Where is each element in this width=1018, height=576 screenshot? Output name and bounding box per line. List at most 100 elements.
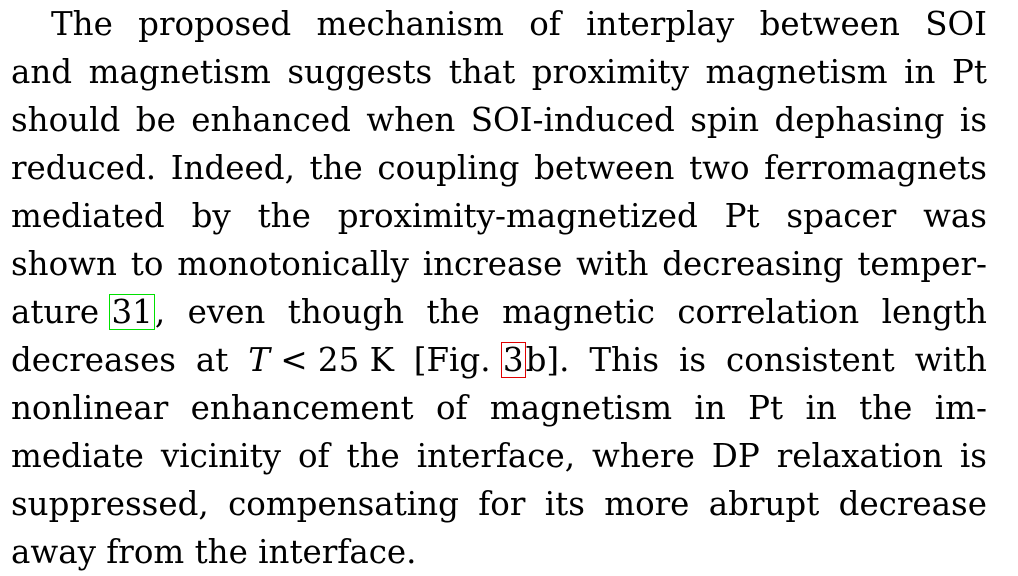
text-line-11: suppressed, compensating for its more ab… [11, 480, 987, 528]
word: of [529, 5, 561, 43]
word: interface, [416, 437, 576, 475]
word: from [106, 533, 185, 571]
text-line-12: away from the interface. [11, 528, 987, 576]
word: where [592, 437, 695, 475]
math-variable: T [248, 341, 270, 379]
word: between [534, 149, 675, 187]
word: away [11, 533, 96, 571]
word: the [257, 197, 311, 235]
word: in [904, 53, 936, 91]
word: decreasing [662, 245, 844, 283]
word: by [191, 197, 231, 235]
body-paragraph: The proposed mechanism of interplay betw… [11, 0, 987, 576]
word: is [678, 341, 707, 379]
word: monotonically [177, 245, 409, 283]
word: The [51, 5, 113, 43]
text-line-6: shown to monotonically increase with dec… [11, 240, 987, 288]
word: of [435, 389, 468, 427]
word: decreases [11, 341, 176, 379]
word: more [604, 485, 690, 523]
math-expression: T < 25 K [248, 336, 394, 384]
word: the [194, 533, 248, 571]
text-line-8: decreases at T < 25 K [Fig. 3b]. This is… [11, 336, 987, 384]
word: increase [422, 245, 563, 283]
word: enhancement [190, 389, 414, 427]
word: Pt [952, 53, 987, 91]
word: magnetism [88, 53, 271, 91]
word: im- [934, 389, 987, 427]
text-line-1: The proposed mechanism of interplay betw… [11, 0, 987, 48]
word: its [544, 485, 585, 523]
word: dephasing [774, 101, 945, 139]
word: abrupt [708, 485, 820, 523]
word: proposed [138, 5, 292, 43]
word: between [759, 5, 900, 43]
word: should [11, 101, 121, 139]
text-line-7: ature 31, even though the magnetic corre… [11, 288, 987, 336]
text-line-3: should be enhanced when SOI-induced spin… [11, 96, 987, 144]
word: compensating [228, 485, 459, 523]
word: in [805, 389, 837, 427]
text-line-4: reduced. Indeed, the coupling between tw… [11, 144, 987, 192]
word: enhanced [191, 101, 351, 139]
word: the [309, 149, 363, 187]
word: the [859, 389, 913, 427]
word: correlation [677, 293, 860, 331]
punctuation: , [154, 293, 166, 331]
word: be [135, 101, 176, 139]
text-line-9: nonlinear enhancement of magnetism in Pt… [11, 384, 987, 432]
word: spin [690, 101, 760, 139]
word: SOI [925, 5, 987, 43]
word: decrease [838, 485, 987, 523]
word: Pt [748, 389, 784, 427]
word: DP [711, 437, 760, 475]
word: and [11, 53, 73, 91]
word: length [881, 293, 987, 331]
text-line-2: and magnetism suggests that proximity ma… [11, 48, 987, 96]
word: two [689, 149, 750, 187]
word: that [448, 53, 516, 91]
math-rest: < 25 K [280, 341, 394, 379]
word: at [195, 341, 229, 379]
word: nonlinear [11, 389, 169, 427]
word: temper- [857, 245, 987, 283]
word: proximity [531, 53, 689, 91]
word: Pt [724, 197, 760, 235]
word: magnetism [705, 53, 888, 91]
word: when [366, 101, 456, 139]
figure-ref-link[interactable]: 3 [500, 341, 526, 379]
word: for [478, 485, 526, 523]
word: with [914, 341, 987, 379]
word: even [187, 293, 266, 331]
word: relaxation [776, 437, 943, 475]
figure-reference: [Fig. 3b]. [414, 336, 570, 384]
word: is [959, 437, 987, 475]
word: mediate [11, 437, 144, 475]
word: shown [11, 245, 117, 283]
word: ferromagnets [764, 149, 987, 187]
word: though [287, 293, 405, 331]
word: suppressed, [11, 485, 209, 523]
text-line-10: mediate vicinity of the interface, where… [11, 432, 987, 480]
word: with [576, 245, 649, 283]
word: ature [11, 293, 100, 331]
word: Indeed, [170, 149, 295, 187]
word: the [346, 437, 400, 475]
word: suggests [287, 53, 433, 91]
word: This [589, 341, 660, 379]
word: coupling [377, 149, 520, 187]
word: vicinity [160, 437, 281, 475]
citation-link[interactable]: 31 [109, 293, 155, 331]
word: is [959, 101, 987, 139]
word: interface. [258, 533, 417, 571]
word: spacer [786, 197, 897, 235]
text-line-5: mediated by the proximity-magnetized Pt … [11, 192, 987, 240]
word: mechanism [316, 5, 504, 43]
word: proximity-magnetized [337, 197, 698, 235]
word-group: ature 31, [11, 288, 165, 336]
word: consistent [726, 341, 895, 379]
word: in [694, 389, 726, 427]
word: magnetic [502, 293, 655, 331]
word: [Fig. [413, 341, 491, 379]
word: the [426, 293, 480, 331]
